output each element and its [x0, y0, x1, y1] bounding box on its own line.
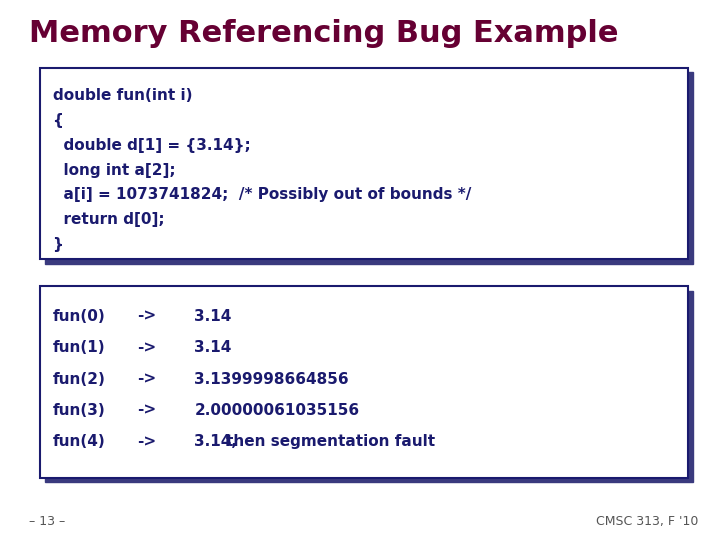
Text: then segmentation fault: then segmentation fault [225, 434, 435, 449]
Bar [45, 291, 693, 482]
Text: ->: -> [137, 372, 156, 387]
Text: a[i] = 1073741824;  /* Possibly out of bounds */: a[i] = 1073741824; /* Possibly out of bo… [53, 187, 471, 202]
Text: CMSC 313, F '10: CMSC 313, F '10 [596, 515, 698, 528]
Text: 3.14: 3.14 [194, 309, 232, 324]
Text: – 13 –: – 13 – [29, 515, 65, 528]
Text: {: { [53, 113, 63, 128]
Text: double fun(int i): double fun(int i) [53, 88, 192, 103]
Bar [40, 68, 688, 259]
Bar [45, 72, 693, 264]
Text: 3.14,: 3.14, [194, 434, 243, 449]
Text: double d[1] = {3.14};: double d[1] = {3.14}; [53, 138, 251, 153]
Text: ->: -> [137, 403, 156, 418]
Text: return d[0];: return d[0]; [53, 212, 164, 227]
Text: 3.1399998664856: 3.1399998664856 [194, 372, 349, 387]
Text: 3.14: 3.14 [194, 340, 232, 355]
Text: }: } [53, 237, 63, 252]
Text: Memory Referencing Bug Example: Memory Referencing Bug Example [29, 19, 618, 48]
Text: fun(4): fun(4) [53, 434, 105, 449]
Text: ->: -> [137, 309, 156, 324]
Text: fun(0): fun(0) [53, 309, 105, 324]
Text: fun(3): fun(3) [53, 403, 105, 418]
Text: fun(2): fun(2) [53, 372, 105, 387]
Text: fun(1): fun(1) [53, 340, 105, 355]
Bar [40, 286, 688, 478]
Text: 2.00000061035156: 2.00000061035156 [194, 403, 359, 418]
Text: ->: -> [137, 340, 156, 355]
Text: long int a[2];: long int a[2]; [53, 163, 175, 178]
Text: ->: -> [137, 434, 156, 449]
